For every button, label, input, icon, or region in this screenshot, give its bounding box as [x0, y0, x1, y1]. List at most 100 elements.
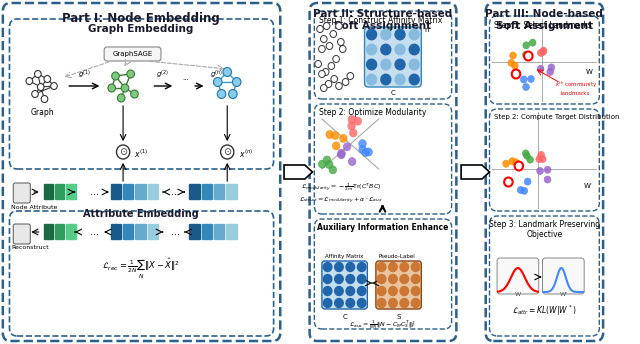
FancyBboxPatch shape [486, 3, 603, 341]
Circle shape [357, 262, 366, 271]
Text: Part I: Node Embedding: Part I: Node Embedding [62, 12, 220, 25]
Circle shape [328, 63, 335, 69]
Bar [202, 224, 212, 239]
Circle shape [378, 287, 386, 295]
Circle shape [41, 96, 48, 103]
Circle shape [51, 83, 58, 89]
Circle shape [44, 75, 51, 83]
Circle shape [112, 72, 119, 80]
Circle shape [412, 299, 420, 308]
Circle shape [508, 60, 515, 66]
Circle shape [358, 140, 366, 148]
Text: ...: ... [90, 227, 99, 237]
Circle shape [335, 299, 343, 308]
Circle shape [381, 74, 391, 85]
Circle shape [330, 31, 337, 37]
Text: Step 3: Landmark Preserving
Objective: Step 3: Landmark Preserving Objective [489, 220, 600, 239]
Circle shape [515, 161, 523, 171]
Text: S: S [396, 314, 401, 320]
Circle shape [342, 78, 349, 86]
Text: $g^{(n)}$: $g^{(n)}$ [210, 69, 223, 81]
Circle shape [538, 65, 544, 72]
Circle shape [318, 160, 326, 168]
Text: $\mathcal{L}_{modularity} = -\frac{1}{2m}\mathrm{Tr}(C^T BC)$: $\mathcal{L}_{modularity} = -\frac{1}{2m… [301, 181, 381, 193]
Circle shape [321, 35, 327, 43]
Circle shape [502, 160, 509, 167]
Bar [44, 184, 53, 199]
Circle shape [357, 299, 366, 308]
Circle shape [388, 299, 397, 308]
Circle shape [131, 90, 138, 98]
Circle shape [362, 149, 369, 157]
Circle shape [323, 262, 332, 271]
Circle shape [127, 70, 134, 78]
Bar [67, 184, 76, 199]
Circle shape [340, 135, 347, 142]
Circle shape [522, 51, 529, 58]
Text: Part III: Node-based
Soft Assignment: Part III: Node-based Soft Assignment [486, 9, 604, 31]
Circle shape [347, 73, 354, 79]
FancyBboxPatch shape [490, 216, 599, 336]
Bar [148, 184, 158, 199]
Circle shape [523, 84, 529, 90]
Circle shape [400, 275, 408, 283]
Circle shape [388, 287, 397, 295]
Bar [123, 224, 134, 239]
Text: ...: ... [90, 187, 99, 197]
Bar [227, 184, 237, 199]
Circle shape [524, 152, 531, 159]
Text: $\mathcal{L}_{struct} = \mathcal{L}_{modularity} + \alpha \cdot \mathcal{L}_{aux: $\mathcal{L}_{struct} = \mathcal{L}_{mod… [299, 196, 383, 206]
FancyBboxPatch shape [490, 109, 599, 211]
Circle shape [346, 275, 355, 283]
Text: W: W [586, 69, 593, 75]
Circle shape [32, 90, 38, 97]
Circle shape [228, 89, 237, 98]
FancyBboxPatch shape [310, 3, 456, 341]
Circle shape [337, 39, 344, 45]
Circle shape [359, 146, 366, 153]
Circle shape [395, 74, 405, 85]
FancyBboxPatch shape [322, 261, 367, 309]
Circle shape [513, 159, 519, 166]
Text: ⊙: ⊙ [223, 147, 231, 157]
FancyBboxPatch shape [365, 27, 421, 87]
FancyBboxPatch shape [376, 261, 421, 309]
Bar [55, 224, 65, 239]
Bar [214, 184, 225, 199]
Circle shape [329, 166, 337, 174]
Circle shape [323, 68, 329, 75]
Circle shape [35, 71, 41, 77]
FancyBboxPatch shape [10, 19, 274, 169]
Circle shape [504, 178, 513, 186]
Text: $\mathcal{L}_{aux} = \frac{1}{|M|}\|N - C_M C_{\hat{S}}^T\|_F^2$: $\mathcal{L}_{aux} = \frac{1}{|M|}\|N - … [349, 319, 416, 331]
Circle shape [337, 151, 345, 159]
Circle shape [378, 275, 386, 283]
Circle shape [548, 64, 555, 71]
Circle shape [335, 287, 343, 295]
Bar [55, 184, 65, 199]
Circle shape [346, 299, 355, 308]
Text: $x^{(n)}$: $x^{(n)}$ [239, 148, 253, 160]
Text: $k^{th}$ community
landmarks: $k^{th}$ community landmarks [554, 80, 596, 96]
Circle shape [400, 262, 408, 271]
Circle shape [339, 45, 346, 53]
FancyBboxPatch shape [104, 47, 161, 61]
Circle shape [538, 50, 544, 56]
Circle shape [527, 156, 533, 163]
Circle shape [412, 287, 420, 295]
Circle shape [117, 94, 125, 102]
Circle shape [522, 150, 529, 157]
Circle shape [400, 287, 408, 295]
Circle shape [509, 52, 516, 59]
FancyBboxPatch shape [314, 11, 452, 99]
Circle shape [335, 83, 342, 89]
Circle shape [335, 262, 343, 271]
Text: Reconstruct: Reconstruct [12, 245, 49, 250]
Circle shape [323, 299, 332, 308]
Circle shape [409, 59, 419, 70]
Circle shape [323, 156, 331, 164]
Circle shape [400, 299, 408, 308]
Circle shape [325, 161, 333, 169]
Circle shape [319, 45, 325, 53]
Bar [136, 224, 146, 239]
